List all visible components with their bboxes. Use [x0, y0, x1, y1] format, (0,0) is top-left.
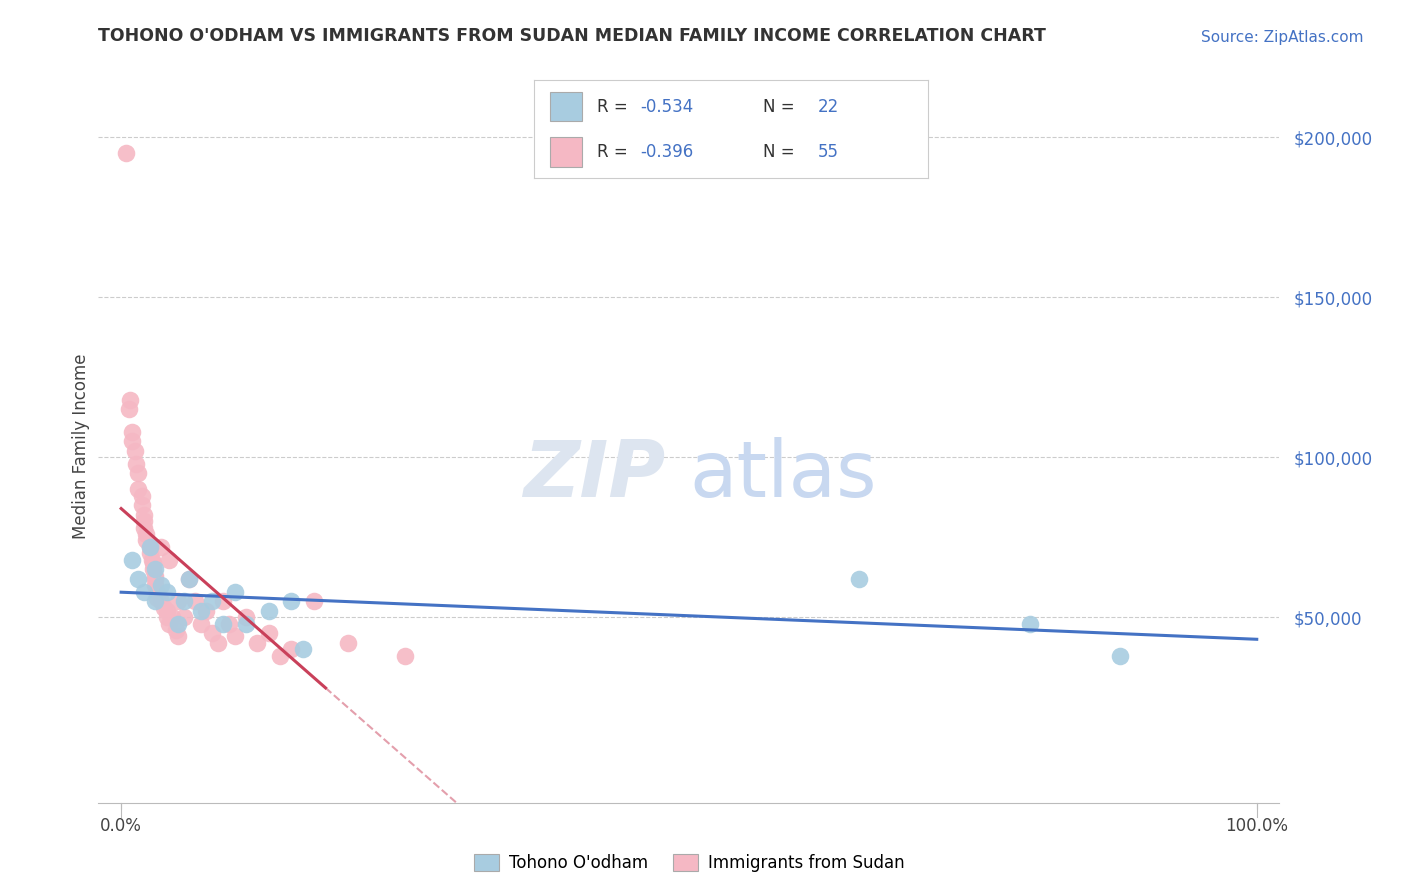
Point: [173, 610, 195, 624]
Point: [1109, 648, 1132, 663]
Point: [132, 520, 155, 534]
Point: [155, 584, 177, 599]
Legend: Tohono O'odham, Immigrants from Sudan: Tohono O'odham, Immigrants from Sudan: [465, 846, 912, 880]
Point: [114, 146, 136, 161]
Text: R =: R =: [598, 98, 633, 116]
Text: 22: 22: [818, 98, 839, 116]
Point: [190, 604, 212, 618]
Y-axis label: Median Family Income: Median Family Income: [72, 353, 90, 539]
Point: [848, 572, 870, 586]
Text: N =: N =: [762, 98, 800, 116]
Point: [257, 604, 280, 618]
Point: [201, 594, 224, 608]
Point: [146, 591, 169, 605]
Point: [149, 578, 172, 592]
Point: [201, 626, 224, 640]
Point: [125, 457, 148, 471]
Point: [135, 533, 157, 548]
Point: [132, 508, 155, 522]
Point: [121, 425, 143, 439]
Point: [157, 552, 180, 566]
Point: [190, 616, 212, 631]
Point: [280, 594, 302, 608]
Point: [120, 392, 142, 407]
Point: [143, 578, 166, 592]
Point: [195, 604, 218, 618]
Text: ZIP: ZIP: [523, 436, 665, 513]
Point: [124, 443, 146, 458]
Point: [162, 610, 183, 624]
Text: 55: 55: [818, 143, 839, 161]
Point: [143, 562, 166, 576]
Text: atlas: atlas: [689, 436, 876, 513]
Point: [127, 572, 149, 586]
Bar: [550, 137, 582, 167]
Text: TOHONO O'ODHAM VS IMMIGRANTS FROM SUDAN MEDIAN FAMILY INCOME CORRELATION CHART: TOHONO O'ODHAM VS IMMIGRANTS FROM SUDAN …: [98, 27, 1046, 45]
Point: [132, 584, 155, 599]
Text: Source: ZipAtlas.com: Source: ZipAtlas.com: [1201, 29, 1364, 45]
Point: [207, 636, 229, 650]
Point: [224, 629, 246, 643]
Point: [179, 572, 201, 586]
Point: [143, 572, 166, 586]
Point: [394, 648, 416, 663]
Point: [132, 514, 155, 528]
Point: [246, 636, 269, 650]
Point: [143, 594, 166, 608]
Point: [143, 568, 166, 582]
Point: [157, 616, 180, 631]
Bar: [550, 92, 582, 121]
Point: [179, 572, 201, 586]
Point: [138, 540, 160, 554]
Point: [280, 642, 302, 657]
Point: [165, 623, 187, 637]
Point: [235, 616, 257, 631]
Point: [173, 594, 195, 608]
Point: [153, 600, 176, 615]
Point: [291, 642, 314, 657]
Point: [302, 594, 325, 608]
Point: [224, 584, 246, 599]
Point: [1018, 616, 1040, 631]
Point: [167, 629, 190, 643]
Text: R =: R =: [598, 143, 633, 161]
Point: [127, 466, 149, 480]
Point: [155, 610, 177, 624]
Point: [167, 616, 190, 631]
Point: [138, 540, 160, 554]
Point: [141, 552, 163, 566]
Point: [138, 546, 160, 560]
Point: [149, 594, 172, 608]
Text: N =: N =: [762, 143, 800, 161]
Point: [135, 527, 157, 541]
Point: [142, 556, 165, 570]
Point: [121, 552, 143, 566]
Point: [155, 604, 177, 618]
Point: [127, 482, 149, 496]
Point: [118, 402, 141, 417]
Point: [146, 584, 169, 599]
Text: -0.396: -0.396: [641, 143, 693, 161]
Point: [167, 594, 190, 608]
Point: [269, 648, 291, 663]
Point: [184, 594, 207, 608]
Point: [257, 626, 280, 640]
Point: [235, 610, 257, 624]
Point: [131, 498, 153, 512]
Point: [337, 636, 360, 650]
Point: [218, 616, 240, 631]
Point: [212, 616, 235, 631]
Point: [142, 562, 165, 576]
Point: [121, 434, 143, 449]
Point: [131, 489, 153, 503]
Point: [212, 594, 235, 608]
Text: -0.534: -0.534: [641, 98, 693, 116]
Point: [149, 540, 172, 554]
